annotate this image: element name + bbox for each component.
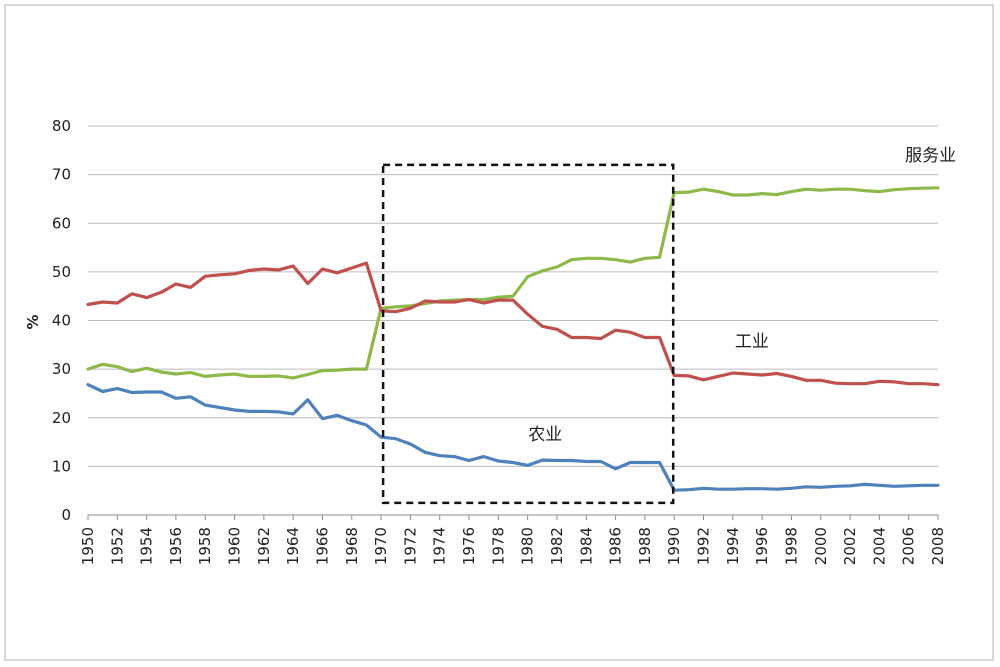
x-tick-label: 1990 bbox=[665, 527, 683, 565]
x-tick-label: 1964 bbox=[284, 527, 302, 565]
x-tick-label: 1982 bbox=[548, 527, 566, 565]
x-tick-label: 1976 bbox=[460, 527, 478, 565]
x-tick-label: 1978 bbox=[489, 527, 507, 565]
x-tick-label: 1992 bbox=[695, 527, 713, 565]
x-tick-label: 1980 bbox=[519, 527, 537, 565]
x-tick-label: 1968 bbox=[343, 527, 361, 565]
y-tick-label: 60 bbox=[52, 214, 71, 232]
x-tick-label: 1958 bbox=[196, 527, 214, 565]
x-tick-label: 1996 bbox=[753, 527, 771, 565]
x-tick-label: 1956 bbox=[167, 527, 185, 565]
series-lines bbox=[86, 186, 940, 492]
x-tick-label: 1994 bbox=[724, 527, 742, 565]
y-axis-label: % bbox=[24, 314, 42, 329]
x-tick-label: 1962 bbox=[255, 527, 273, 565]
x-tick-label: 1966 bbox=[313, 527, 331, 565]
x-tick-label: 2000 bbox=[812, 527, 830, 565]
x-tick-label: 2004 bbox=[870, 527, 888, 565]
series-annotation: 服务业 bbox=[905, 146, 956, 166]
x-axis-ticks: 1950 1952 1954 1956 1958 1960 1962 1964 1966 1968… bbox=[79, 515, 947, 565]
y-tick-label: 80 bbox=[52, 117, 71, 135]
x-tick-label: 2006 bbox=[900, 527, 918, 565]
x-tick-label: 2002 bbox=[841, 527, 859, 565]
x-tick-label: 1998 bbox=[782, 527, 800, 565]
x-tick-label: 1952 bbox=[108, 527, 126, 565]
y-tick-label: 40 bbox=[52, 312, 71, 330]
x-tick-label: 1954 bbox=[138, 527, 156, 565]
chart-frame bbox=[4, 4, 994, 661]
series-annotation: 农业 bbox=[528, 425, 562, 445]
x-tick-label: 1950 bbox=[79, 527, 97, 565]
x-tick-label: 1984 bbox=[577, 527, 595, 565]
highlight-box bbox=[381, 163, 675, 505]
y-tick-label: 10 bbox=[52, 457, 71, 475]
y-tick-label: 70 bbox=[52, 166, 71, 184]
x-tick-label: 1972 bbox=[401, 527, 419, 565]
series-line bbox=[86, 186, 940, 380]
series-line bbox=[86, 261, 940, 387]
y-tick-label: 0 bbox=[61, 506, 71, 524]
series-line bbox=[86, 383, 940, 492]
y-tick-label: 20 bbox=[52, 409, 71, 427]
y-tick-label: 50 bbox=[52, 263, 71, 281]
x-tick-label: 1974 bbox=[431, 527, 449, 565]
x-tick-label: 2008 bbox=[929, 527, 947, 565]
x-tick-label: 1970 bbox=[372, 527, 390, 565]
series-annotation: 工业 bbox=[735, 332, 769, 352]
y-axis-ticks: 0 10 20 30 40 50 60 70 80 bbox=[52, 117, 71, 524]
y-tick-label: 30 bbox=[52, 360, 71, 378]
gridlines bbox=[88, 125, 938, 516]
x-tick-label: 1988 bbox=[636, 527, 654, 565]
x-tick-label: 1960 bbox=[226, 527, 244, 565]
x-tick-label: 1986 bbox=[607, 527, 625, 565]
